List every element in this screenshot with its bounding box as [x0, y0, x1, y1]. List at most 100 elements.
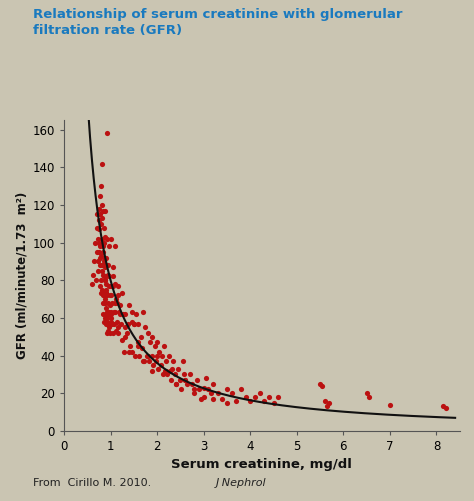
- Point: [99, 248, 107, 256]
- Point: [237, 385, 245, 393]
- Point: [92, 276, 100, 284]
- Point: [135, 342, 142, 350]
- Point: [118, 290, 126, 298]
- Point: [242, 393, 249, 401]
- Point: [100, 299, 107, 307]
- Point: [149, 333, 156, 341]
- Point: [114, 329, 121, 337]
- Point: [191, 385, 198, 393]
- Point: [115, 291, 122, 299]
- Point: [96, 191, 104, 199]
- Point: [232, 397, 240, 405]
- Point: [90, 271, 97, 279]
- Point: [442, 404, 450, 412]
- Point: [195, 385, 203, 393]
- Point: [101, 254, 109, 262]
- Point: [103, 314, 110, 322]
- Point: [207, 389, 214, 397]
- Point: [130, 320, 137, 328]
- Point: [172, 380, 180, 388]
- Point: [191, 389, 198, 397]
- Point: [94, 235, 101, 243]
- Point: [105, 242, 113, 250]
- Point: [363, 389, 371, 397]
- Point: [109, 263, 117, 271]
- Point: [124, 320, 132, 328]
- Point: [130, 320, 137, 328]
- Point: [102, 320, 110, 328]
- Point: [105, 308, 113, 316]
- Point: [138, 344, 146, 352]
- Point: [97, 210, 104, 218]
- Point: [140, 357, 148, 365]
- Point: [97, 182, 105, 190]
- Point: [193, 376, 201, 384]
- Point: [186, 370, 193, 378]
- Point: [101, 295, 109, 303]
- Point: [100, 271, 107, 279]
- Point: [198, 395, 205, 403]
- Point: [98, 159, 106, 167]
- Point: [168, 365, 176, 373]
- Point: [98, 252, 105, 260]
- Point: [104, 261, 111, 269]
- Point: [100, 310, 107, 318]
- Point: [154, 365, 162, 373]
- Point: [100, 276, 108, 284]
- Point: [163, 357, 170, 365]
- Point: [251, 393, 259, 401]
- Y-axis label: GFR (ml/minute/1.73  m²): GFR (ml/minute/1.73 m²): [16, 192, 28, 359]
- Point: [108, 310, 115, 318]
- Point: [95, 205, 103, 213]
- Point: [365, 393, 373, 401]
- Point: [181, 376, 189, 384]
- Point: [106, 329, 113, 337]
- Point: [228, 389, 236, 397]
- Point: [100, 318, 108, 326]
- Text: J Nephrol: J Nephrol: [216, 478, 266, 488]
- Point: [181, 376, 189, 384]
- Point: [132, 310, 140, 318]
- Point: [326, 399, 333, 407]
- Point: [164, 370, 171, 378]
- Point: [166, 367, 174, 375]
- Point: [97, 220, 105, 228]
- Point: [183, 380, 191, 388]
- Point: [153, 357, 160, 365]
- Point: [246, 397, 254, 405]
- Point: [115, 308, 123, 316]
- Point: [105, 282, 112, 290]
- Point: [167, 376, 175, 384]
- Point: [121, 323, 128, 331]
- Point: [149, 367, 156, 375]
- Point: [126, 342, 134, 350]
- Point: [106, 301, 114, 309]
- Point: [111, 280, 119, 288]
- X-axis label: Serum creatinine, mg/dl: Serum creatinine, mg/dl: [172, 458, 352, 471]
- Point: [139, 308, 147, 316]
- Point: [188, 380, 196, 388]
- Point: [100, 290, 108, 298]
- Point: [108, 299, 116, 307]
- Point: [97, 282, 104, 290]
- Point: [205, 385, 212, 393]
- Point: [112, 327, 119, 335]
- Point: [131, 352, 138, 360]
- Point: [98, 201, 106, 209]
- Point: [106, 291, 113, 299]
- Point: [111, 308, 119, 316]
- Point: [99, 291, 107, 299]
- Point: [128, 318, 135, 326]
- Point: [159, 370, 166, 378]
- Point: [103, 329, 111, 337]
- Point: [219, 395, 226, 403]
- Point: [143, 352, 151, 360]
- Point: [122, 310, 129, 318]
- Point: [148, 352, 155, 360]
- Point: [101, 276, 109, 284]
- Point: [321, 397, 328, 405]
- Point: [102, 254, 109, 262]
- Point: [165, 352, 173, 360]
- Point: [145, 357, 153, 365]
- Point: [107, 282, 114, 290]
